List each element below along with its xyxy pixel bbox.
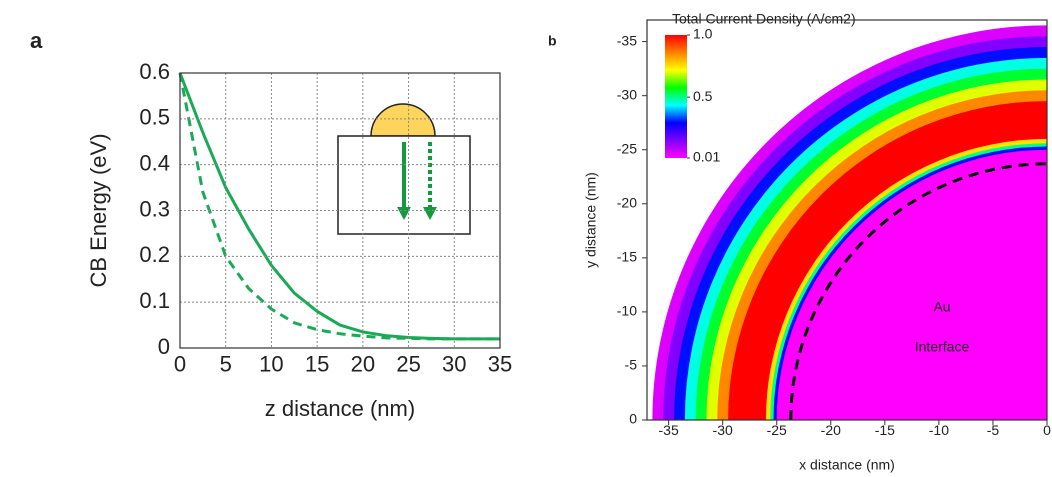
x-tick-label: 35 — [488, 351, 512, 376]
x-tick-label: -15 — [875, 422, 895, 438]
inset-diagram — [337, 103, 471, 235]
x-axis-label: z distance (nm) — [265, 396, 415, 421]
y-tick-label: 0.2 — [139, 242, 170, 267]
x-tick-label: -25 — [767, 422, 787, 438]
colorbar-tick-label: 1.0 — [693, 26, 713, 42]
colorbar — [665, 35, 687, 158]
y-tick-label: 0.3 — [139, 196, 170, 221]
x-tick-label: 0 — [1043, 422, 1051, 438]
x-tick-label: 30 — [442, 351, 466, 376]
y-tick-label: 0 — [629, 411, 637, 427]
y-tick-label: -15 — [617, 249, 637, 265]
y-tick-label: -35 — [617, 32, 637, 48]
plot-frame — [179, 72, 501, 349]
plot-frame — [646, 19, 1048, 421]
y-tick-label: -25 — [617, 140, 637, 156]
x-tick-label: -10 — [929, 422, 949, 438]
x-tick-label: -20 — [821, 422, 841, 438]
x-tick-label: -30 — [713, 422, 733, 438]
y-tick-label: -30 — [617, 86, 637, 102]
x-tick-label: -35 — [659, 422, 679, 438]
x-tick-label: 0 — [174, 351, 186, 376]
y-tick-label: 0.1 — [139, 288, 170, 313]
x-tick-label: 25 — [396, 351, 420, 376]
panel-label: a — [30, 28, 43, 53]
panel-label: b — [548, 33, 557, 49]
panel-b: b Au Interface Total Current Density (A/cm2… — [548, 11, 1051, 473]
x-tick-label: -5 — [987, 422, 1000, 438]
y-tick-label: -20 — [617, 194, 637, 210]
y-axis-label: y distance (nm) — [583, 172, 599, 268]
y-tick-label: 0 — [158, 334, 170, 359]
interface-line — [789, 162, 1047, 420]
x-tick-label: 15 — [305, 351, 329, 376]
colorbar-title: Total Current Density (A/cm2) — [672, 11, 856, 27]
density-ring — [787, 160, 1047, 420]
annotation: Interface — [915, 339, 970, 355]
annotation: Au — [933, 299, 950, 315]
panel-a: a 0 5 10 15 20 25 30 35 0 0.1 0.2 0.3 0.4 0.5 0.6 z dist… — [30, 28, 512, 421]
y-axis-label: CB Energy (eV) — [86, 133, 111, 287]
y-tick-label: -5 — [625, 357, 638, 373]
x-tick-label: 5 — [220, 351, 232, 376]
y-tick-label: 0.6 — [139, 59, 170, 84]
x-axis-label: x distance (nm) — [799, 457, 895, 473]
colorbar-tick-label: 0.01 — [693, 149, 720, 165]
x-tick-label: 20 — [351, 351, 375, 376]
x-tick-label: 10 — [259, 351, 283, 376]
particle — [370, 103, 436, 137]
line-series — [178, 72, 500, 341]
colorbar-tick-label: 0.5 — [693, 88, 713, 104]
y-tick-label: 0.4 — [139, 150, 170, 175]
rings — [652, 25, 1047, 420]
y-tick-label: -10 — [617, 303, 637, 319]
y-tick-label: 0.5 — [139, 105, 170, 130]
